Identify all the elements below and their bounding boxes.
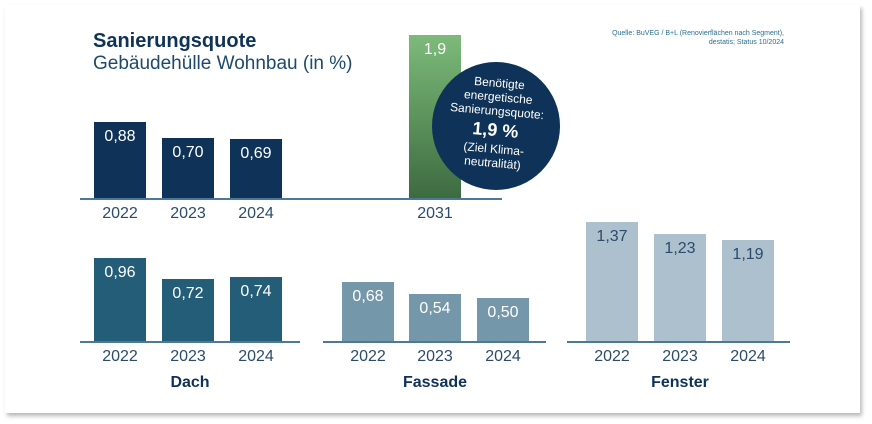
year-label: 2023 <box>662 348 698 365</box>
bar-total-2023: 0,70 <box>162 138 214 198</box>
bar-value: 0,68 <box>352 288 384 305</box>
baseline-dach <box>80 341 300 343</box>
bar-value: 1,23 <box>664 240 696 257</box>
target-callout: Benötigte energetische Sanierungsquote: … <box>432 62 560 190</box>
bar-fassade-2024: 0,50 <box>477 298 529 341</box>
bar-value: 0,96 <box>104 264 136 281</box>
bar-total-2022: 0,88 <box>94 122 146 198</box>
baseline-total <box>80 198 502 200</box>
bar-value: 0,88 <box>104 128 136 145</box>
chart-subtitle: Gebäudehülle Wohnbau (in %) <box>93 53 353 74</box>
bar-value: 0,70 <box>172 144 204 161</box>
year-label: 2024 <box>485 348 521 365</box>
bar-fassade-2022: 0,68 <box>342 282 394 341</box>
year-label: 2022 <box>350 348 386 365</box>
year-label: 2024 <box>730 348 766 365</box>
bar-value: 0,72 <box>172 285 204 302</box>
bar-value: 1,37 <box>596 228 628 245</box>
bar-dach-2022: 0,96 <box>94 258 146 341</box>
year-label: 2023 <box>170 348 206 365</box>
year-label: 2022 <box>594 348 630 365</box>
baseline-fassade <box>323 341 546 343</box>
bar-dach-2024: 0,74 <box>230 277 282 341</box>
bar-value: 0,50 <box>487 304 519 321</box>
bar-total-2024: 0,69 <box>230 139 282 198</box>
bar-value: 0,74 <box>240 283 272 300</box>
year-label: 2022 <box>102 205 138 222</box>
bar-dach-2023: 0,72 <box>162 279 214 341</box>
year-label: 2031 <box>417 205 453 222</box>
group-label-dach: Dach <box>170 374 210 391</box>
bar-fassade-2023: 0,54 <box>409 294 461 341</box>
bar-fenster-2024: 1,19 <box>722 240 774 341</box>
year-label: 2023 <box>170 205 206 222</box>
year-label: 2022 <box>102 348 138 365</box>
year-label: 2024 <box>238 348 274 365</box>
chart-title: Sanierungsquote <box>93 30 257 52</box>
bar-fenster-2023: 1,23 <box>654 234 706 341</box>
bar-value: 0,54 <box>419 300 451 317</box>
source-note: Quelle: BuVEG / B+L (Renovierflächen nac… <box>612 30 784 46</box>
group-label-fenster: Fenster <box>651 374 709 391</box>
year-label: 2023 <box>417 348 453 365</box>
group-label-fassade: Fassade <box>402 374 468 391</box>
bar-fenster-2022: 1,37 <box>586 222 638 341</box>
bar-value: 1,19 <box>732 246 764 263</box>
year-label: 2024 <box>238 205 274 222</box>
baseline-fenster <box>567 341 790 343</box>
bar-value: 0,69 <box>240 145 272 162</box>
bar-value: 1,9 <box>423 41 447 58</box>
